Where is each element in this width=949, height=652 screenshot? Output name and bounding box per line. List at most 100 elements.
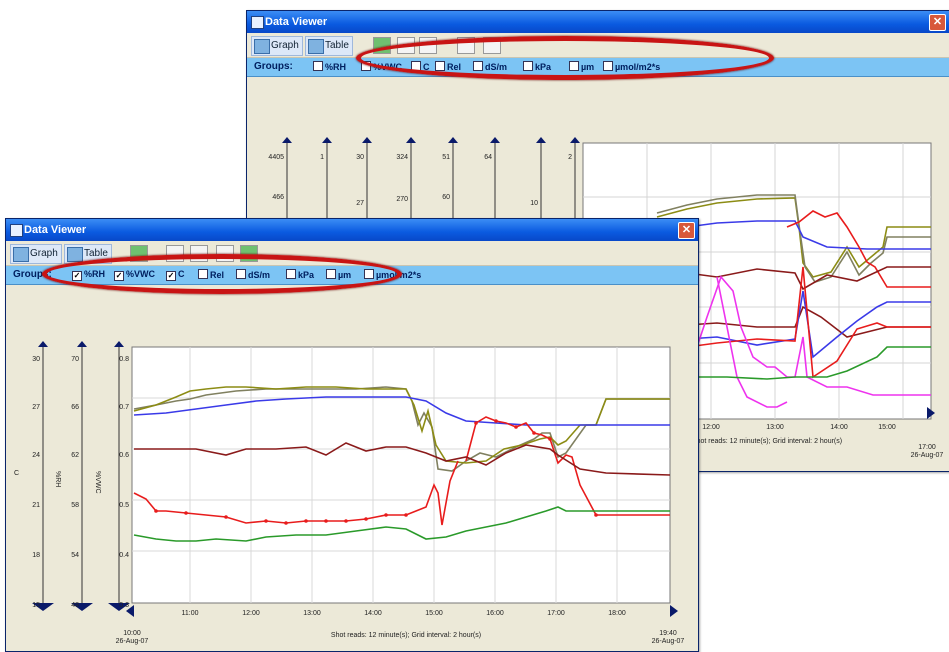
front-series-darkred [134, 442, 671, 476]
front-plot-background [131, 346, 671, 604]
front-series [133, 386, 671, 542]
axis-down-arrow-icon[interactable] [32, 603, 54, 611]
back-x-tick: 15:00 [878, 424, 896, 431]
front-x-tick: 17:00 [547, 610, 565, 617]
front-x-tick: 13:00 [303, 610, 321, 617]
back-axis-tick: 30 [356, 154, 364, 161]
back-series-blue2 [686, 290, 931, 359]
checkbox-icon[interactable] [313, 61, 323, 71]
back-series-magenta2 [716, 276, 788, 408]
back-graph-button[interactable]: Graph [251, 36, 303, 56]
graph-icon [13, 247, 29, 262]
axis-tick: 66 [71, 404, 79, 411]
front-x-tick: 12:00 [242, 610, 260, 617]
back-table-label: Table [325, 40, 349, 51]
front-x-start-date: 26-Aug-07 [116, 638, 149, 645]
back-axis-tick: 60 [442, 194, 450, 201]
front-x-tick: 15:00 [425, 610, 443, 617]
back-axis-tick: 2 [568, 154, 572, 161]
back-x-tick: 12:00 [702, 424, 720, 431]
axis-tick: 15 [32, 602, 40, 609]
front-x-tick: 14:00 [364, 610, 382, 617]
front-plot-area: 30 27 24 21 18 15 C 70 66 62 58 54 48 %R… [6, 285, 698, 651]
back-groups-highlight-oval [356, 36, 774, 80]
back-series-red [786, 210, 931, 288]
front-series-red-markers [154, 419, 598, 525]
axis-down-arrow-icon[interactable] [108, 603, 130, 611]
front-scroll-right-icon[interactable] [670, 605, 678, 617]
back-window-title: Data Viewer [265, 16, 328, 28]
axis-up-arrow-icon[interactable] [114, 341, 124, 347]
table-icon [67, 247, 83, 262]
front-x-tick: 11:00 [182, 610, 199, 617]
front-series-blue [133, 396, 670, 426]
back-groups-label: Groups: [254, 61, 293, 72]
axis-up-arrow-icon[interactable] [38, 341, 48, 347]
front-table-label: Table [84, 248, 108, 259]
front-axis-rh: 70 66 62 58 54 48 %RH [54, 341, 93, 611]
axis-tick: 0.5 [119, 502, 129, 509]
back-x-end-label: 17:00 [918, 444, 936, 451]
table-icon [308, 39, 324, 54]
back-axis-tick: 324 [396, 154, 408, 161]
axis-down-arrow-icon[interactable] [71, 603, 93, 611]
axis-tick: 0.7 [119, 404, 129, 411]
back-table-button[interactable]: Table [305, 36, 353, 56]
front-graph-label: Graph [30, 248, 58, 259]
front-groups-highlight-oval [42, 254, 402, 294]
axis-up-arrow-icon[interactable] [77, 341, 87, 347]
back-x-tick: 13:00 [766, 424, 784, 431]
axis-tick: 0.6 [119, 452, 129, 459]
front-scroll-left-icon[interactable] [126, 605, 134, 617]
front-x-tick: 18:00 [608, 610, 626, 617]
back-scroll-right-icon[interactable] [927, 407, 935, 419]
front-table-button[interactable]: Table [64, 244, 112, 264]
back-axis-tick: 10 [530, 200, 538, 207]
back-footer-text: Shot reads: 12 minute(s); Grid interval:… [692, 438, 842, 445]
app-icon [10, 224, 23, 237]
front-axis-c: 30 27 24 21 18 15 C [14, 341, 54, 611]
back-series-olive [656, 197, 931, 278]
back-group-rh[interactable]: %RH [313, 61, 346, 72]
back-axis-tick: 64 [484, 154, 492, 161]
axis-tick: 0.8 [119, 356, 129, 363]
axis-tick: 70 [71, 356, 79, 363]
back-x-end-date: 26-Aug-07 [911, 452, 944, 459]
axis-tick: 21 [32, 502, 40, 509]
axis-label-c: C [14, 470, 19, 477]
back-axis-tick: 466 [272, 194, 284, 201]
back-x-tick: 14:00 [830, 424, 848, 431]
axis-tick: 0.4 [119, 552, 129, 559]
front-window-title: Data Viewer [24, 224, 87, 236]
axis-tick: 62 [71, 452, 79, 459]
front-axis-vwc: 0.8 0.7 0.6 0.5 0.4 0.3 %VWC [94, 341, 130, 611]
axis-tick: 30 [32, 356, 40, 363]
front-close-button[interactable]: ✕ [678, 222, 695, 239]
back-series-magenta [686, 275, 931, 396]
graph-icon [254, 39, 270, 54]
back-axis-tick: 1 [320, 154, 324, 161]
back-series [656, 194, 931, 408]
axis-tick: 48 [71, 602, 79, 609]
front-chart: 30 27 24 21 18 15 C 70 66 62 58 54 48 %R… [14, 341, 685, 645]
axis-tick: 58 [71, 502, 79, 509]
back-series-darkred [686, 266, 931, 291]
front-x-end-date: 26-Aug-07 [652, 638, 685, 645]
axis-tick: 54 [71, 552, 79, 559]
front-series-olive [133, 386, 670, 464]
axis-tick: 18 [32, 552, 40, 559]
front-series-red [465, 416, 670, 516]
front-graph-button[interactable]: Graph [10, 244, 62, 264]
axis-tick: 24 [32, 452, 40, 459]
back-graph-label: Graph [271, 40, 299, 51]
back-series-darkred2 [686, 305, 931, 338]
front-groups-label: Groups: [13, 269, 52, 280]
back-close-button[interactable]: ✕ [929, 14, 946, 31]
back-series-green [687, 346, 931, 380]
back-title-bar[interactable]: Data Viewer ✕ [247, 11, 949, 33]
front-title-bar[interactable]: Data Viewer ✕ [6, 219, 698, 241]
front-x-start-label: 10:00 [123, 630, 141, 637]
back-axis-tick: 51 [442, 154, 450, 161]
front-footer-text: Shot reads: 12 minute(s); Grid interval:… [331, 632, 481, 639]
axis-tick: 0.3 [119, 602, 129, 609]
